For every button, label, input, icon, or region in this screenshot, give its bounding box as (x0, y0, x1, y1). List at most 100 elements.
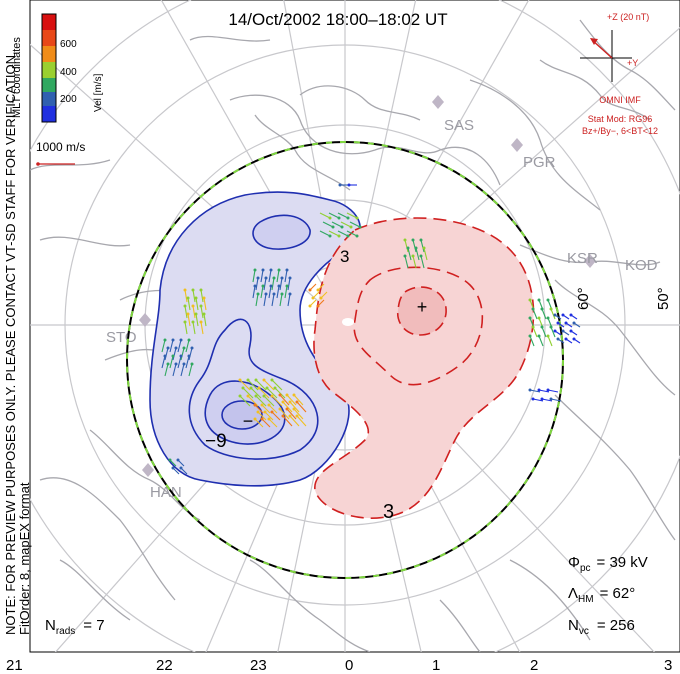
velocity-vector (188, 347, 193, 361)
velocity-vector (289, 415, 300, 427)
velocity-vector-origin (183, 304, 187, 308)
velocity-vector (169, 339, 174, 353)
velocity-vector (286, 408, 297, 420)
velocity-vector-origin (256, 410, 260, 414)
velocity-vector-origin (531, 325, 535, 329)
velocity-vector-origin (561, 329, 565, 333)
velocity-vector-origin (292, 393, 296, 397)
pole-gap (342, 318, 354, 326)
velocity-vector (538, 335, 544, 347)
velocity-vector (276, 285, 280, 299)
velocity-vector (263, 395, 275, 407)
velocity-vector (550, 326, 556, 338)
velocity-vector (328, 230, 340, 237)
velocity-vector-origin (280, 276, 284, 280)
velocity-vector-origin (253, 417, 257, 421)
velocity-vector (412, 239, 417, 253)
velocity-vector (263, 293, 267, 307)
velocity-vector (279, 293, 283, 307)
velocity-vector (328, 212, 340, 219)
velocity-vector-origin (174, 346, 178, 350)
velocity-vector-origin (238, 378, 242, 382)
color-bar-label: Vel [m/s] (93, 73, 104, 112)
velocity-vector (322, 221, 334, 228)
velocity-vector-origin (265, 386, 269, 390)
mlt-tick-21: 21 (6, 657, 23, 674)
velocity-vector-origin (569, 329, 573, 333)
velocity-vector (287, 277, 291, 291)
velocity-vector-origin (253, 403, 257, 407)
velocity-vector-origin (403, 238, 407, 242)
velocity-vector (252, 269, 256, 283)
velocity-vector-origin (277, 284, 281, 288)
velocity-vector-origin (553, 329, 557, 333)
pos-contour-label-upper: 3 (340, 247, 349, 266)
lat-label-50: 50° (655, 287, 672, 310)
imf-condition: Bz+/By−, 6<BT<12 (582, 126, 658, 136)
velocity-vector (184, 321, 188, 335)
velocity-vector-origin (540, 307, 544, 311)
velocity-vector-origin (537, 334, 541, 338)
velocity-vector-origin (531, 307, 535, 311)
velocity-vector-origin (272, 292, 276, 296)
velocity-vector-origin (546, 388, 550, 392)
velocity-vector (337, 230, 349, 237)
velocity-vector (407, 247, 412, 261)
velocity-color-bar: 600 400 200 Vel [m/s] (41, 13, 104, 123)
velocity-vector-origin (171, 354, 175, 358)
velocity-vector-origin (241, 386, 245, 390)
velocity-vector (529, 389, 541, 393)
positive-potential-cell: + 3 3 (313, 217, 535, 523)
velocity-vector (192, 289, 196, 303)
velocity-vector-origin (346, 234, 350, 238)
velocity-vector-origin (338, 183, 342, 187)
color-bar-tick-200: 200 (60, 94, 77, 105)
velocity-vector (268, 418, 278, 428)
velocity-vector-origin (269, 284, 273, 288)
velocity-vector-origin (528, 298, 532, 302)
velocity-vector-origin (564, 321, 568, 325)
velocity-vector (296, 415, 307, 427)
velocity-vector (187, 313, 191, 327)
velocity-vector-origin (238, 394, 242, 398)
velocity-vector (271, 379, 283, 391)
velocity-vector-origin (288, 276, 292, 280)
velocity-vector (284, 269, 288, 283)
velocity-vector-origin (260, 403, 264, 407)
velocity-vector (274, 387, 286, 399)
velocity-vector-origin (253, 268, 257, 272)
velocity-vector (271, 395, 283, 407)
velocity-vector (331, 221, 343, 228)
velocity-vector (188, 363, 193, 377)
velocity-vector-origin (261, 268, 265, 272)
velocity-vector-origin (340, 225, 344, 229)
velocity-vector-origin (553, 313, 557, 317)
velocity-vector (286, 394, 297, 406)
velocity-vector-origin (191, 304, 195, 308)
velocity-vector (282, 401, 293, 413)
velocity-vector (169, 355, 174, 369)
velocity-vector-origin (179, 466, 183, 470)
lambda-hm-stat: ΛHM = 62° (568, 585, 635, 605)
velocity-vector-origin (528, 388, 532, 392)
velocity-vector-origin (171, 466, 175, 470)
velocity-vector-origin (202, 312, 206, 316)
negative-potential-cell: − −9 −3 (149, 191, 361, 487)
velocity-vector-origin (528, 316, 532, 320)
phi-pc-stat: Φpc = 39 kV (568, 554, 648, 574)
imf-z-label: +Z (20 nT) (607, 12, 649, 22)
mlt-tick-0: 0 (345, 657, 353, 674)
velocity-vector (203, 313, 207, 327)
velocity-vector-origin (270, 378, 274, 382)
velocity-vector (268, 285, 272, 299)
velocity-vector (177, 355, 182, 369)
velocity-vector-origin (254, 378, 258, 382)
velocity-vector (200, 305, 204, 319)
hm-boundary-green (126, 141, 564, 579)
velocity-vector-origin (316, 304, 320, 308)
velocity-vector-origin (295, 400, 299, 404)
velocity-vector (541, 308, 547, 320)
velocity-vector (420, 255, 425, 269)
velocity-vector-origin (272, 276, 276, 280)
